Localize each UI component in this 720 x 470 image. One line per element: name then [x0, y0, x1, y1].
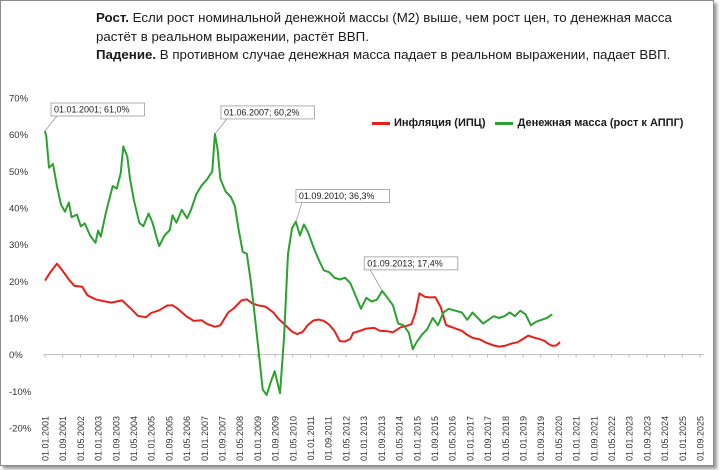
rise-label: Рост.	[96, 10, 129, 25]
legend-item-money-supply: Денежная масса (рост к АППГ)	[495, 117, 683, 129]
x-tick-label: 01.05.2024	[660, 416, 670, 461]
x-tick-label: 01.09.2025	[696, 416, 706, 461]
y-tick-label: 40%	[9, 204, 29, 215]
x-tick-label: 01.09.2003	[111, 416, 121, 461]
y-tick-label: 30%	[9, 240, 29, 251]
y-tick-label: -20%	[9, 424, 32, 435]
rise-paragraph: Рост. Если рост номинальной денежной мас…	[96, 9, 696, 46]
legend-item-inflation: Инфляция (ИПЦ)	[372, 117, 485, 129]
x-tick-label: 01.09.2005	[164, 416, 174, 461]
legend-label-inflation: Инфляция (ИПЦ)	[394, 117, 486, 129]
x-tick-label: 01.01.2025	[678, 416, 688, 461]
x-tick-label: 01.01.2023	[625, 416, 635, 461]
annotation-box	[220, 105, 315, 120]
x-tick-label: 01.01.2009	[253, 416, 263, 461]
x-tick-label: 01.09.2023	[642, 416, 652, 461]
y-tick-label: -10%	[9, 387, 32, 398]
x-tick-label: 01.05.2014	[395, 416, 405, 461]
x-tick-label: 01.05.2012	[341, 416, 351, 461]
x-tick-label: 01.05.2008	[235, 416, 245, 461]
annotation-box	[363, 256, 459, 271]
y-tick-label: 0%	[9, 350, 23, 361]
y-tick-label: 10%	[9, 314, 29, 325]
y-tick-label: 70%	[9, 94, 29, 105]
annotation-label: 01.01.2001; 61,0%	[54, 105, 130, 115]
x-tick-label: 01.05.2010	[288, 416, 298, 461]
annotation-box	[295, 189, 390, 203]
header-text: Рост. Если рост номинальной денежной мас…	[96, 9, 696, 65]
annotation-leader	[369, 269, 383, 292]
x-tick-label: 01.09.2021	[589, 416, 599, 461]
annotation-leader	[214, 118, 228, 135]
x-tick-label: 01.01.2003	[94, 416, 104, 461]
x-tick-label: 01.09.2007	[218, 416, 228, 461]
x-tick-label: 01.01.2005	[147, 416, 157, 461]
x-tick-label: 01.05.2006	[182, 416, 192, 461]
legend-swatch-inflation	[372, 121, 390, 125]
x-tick-label: 01.01.2013	[359, 416, 369, 461]
x-tick-label: 01.01.2001	[41, 416, 51, 461]
x-tick-label: 01.05.2016	[448, 416, 458, 461]
rise-text: Если рост номинальной денежной массы (М2…	[96, 10, 672, 44]
fall-paragraph: Падение. В противном случае денежная мас…	[96, 46, 696, 65]
x-tick-label: 01.01.2007	[200, 416, 210, 461]
fall-label: Падение.	[96, 47, 157, 62]
x-tick-label: 01.01.2019	[518, 416, 528, 461]
x-tick-label: 01.09.2019	[536, 416, 546, 461]
x-tick-label: 01.01.2011	[306, 416, 316, 460]
x-tick-label: 01.09.2009	[271, 416, 281, 461]
y-tick-label: 60%	[9, 130, 29, 141]
x-tick-label: 01.01.2015	[412, 416, 422, 461]
x-tick-label: 01.05.2020	[554, 416, 564, 461]
x-tick-label: 01.09.2015	[430, 416, 440, 461]
annotation-label: 01.09.2013; 17,4%	[367, 258, 443, 268]
x-tick-label: 01.09.2011	[324, 416, 334, 460]
annotation-leader	[44, 115, 58, 132]
legend: Инфляция (ИПЦ) Денежная масса (рост к АП…	[372, 117, 693, 129]
x-tick-label: 01.01.2017	[465, 416, 475, 461]
x-tick-label: 01.05.2002	[76, 416, 86, 461]
x-tick-label: 01.09.2017	[483, 416, 493, 461]
money-supply-line	[44, 130, 553, 396]
x-tick-label: 01.05.2004	[129, 416, 139, 461]
x-tick-label: 01.09.2013	[377, 416, 387, 461]
annotation-leader	[295, 202, 303, 222]
annotation-label: 01.06.2007; 60,2%	[224, 107, 300, 117]
x-tick-label: 01.09.2001	[58, 416, 68, 461]
annotation-label: 01.09.2010; 36,3%	[299, 191, 375, 201]
legend-swatch-money-supply	[495, 121, 514, 125]
legend-label-money-supply: Денежная масса (рост к АППГ)	[517, 117, 684, 129]
y-tick-label: 50%	[9, 167, 29, 178]
fall-text: В противном случае денежная масса падает…	[159, 47, 671, 62]
y-tick-label: 20%	[9, 277, 29, 288]
inflation-line	[44, 262, 561, 348]
annotation-box	[50, 102, 145, 117]
x-tick-label: 01.05.2022	[607, 416, 617, 461]
x-tick-label: 01.05.2018	[501, 416, 511, 461]
x-tick-label: 01.01.2021	[572, 416, 582, 461]
